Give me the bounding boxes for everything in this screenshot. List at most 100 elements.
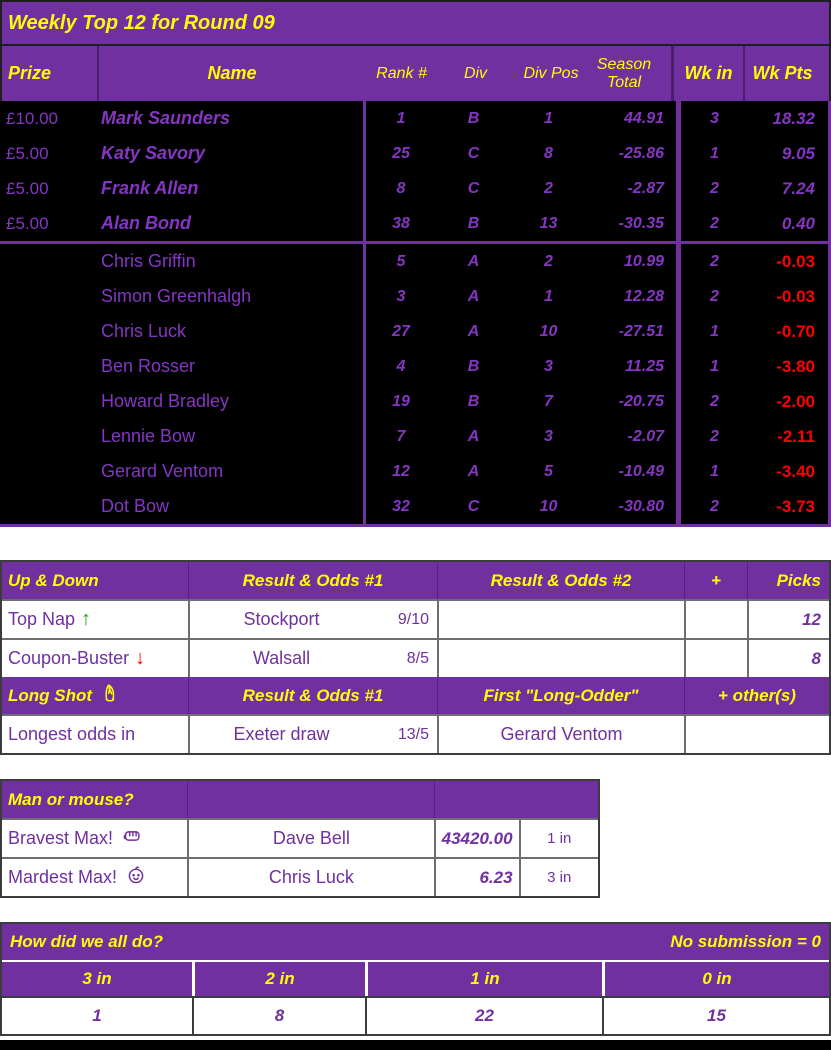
cell-name: Dave Bell xyxy=(186,820,434,857)
cell-name: Lennie Bow xyxy=(101,426,196,446)
table-row: £5.00 Alan Bond 38 B 13 -30.35 2 0.40 xyxy=(0,206,828,241)
no-submission-note: No submission = 0 xyxy=(670,932,821,951)
cell-wk-in: 1 xyxy=(676,454,748,489)
cell-div: C xyxy=(467,179,480,197)
cell-div-pos: 2 xyxy=(544,252,553,270)
cell-label: Top Nap ↑ xyxy=(2,601,188,638)
table-row: Simon Greenhalgh 3 A 1 12.28 2 -0.03 xyxy=(0,279,828,314)
col-header-plus: + xyxy=(684,562,747,599)
leaderboard-body: £10.00 Mark Saunders 1 B 1 44.91 3 18.32… xyxy=(0,101,831,527)
cell-div-pos: 1 xyxy=(544,109,553,127)
cell-rank: 19 xyxy=(363,384,436,419)
down-arrow-icon: ↓ xyxy=(135,647,146,669)
col-header-wk-pts: Wk Pts xyxy=(743,46,820,101)
cell-name: Mark Saunders xyxy=(101,108,231,128)
cell-in-count: 3 in xyxy=(518,859,598,896)
bottom-border-bar xyxy=(0,1040,831,1050)
cell-result-odds-2 xyxy=(437,640,684,677)
table-row: £10.00 Mark Saunders 1 B 1 44.91 3 18.32 xyxy=(0,101,828,136)
up-down-header-row: Up & Down Result & Odds #1 Result & Odds… xyxy=(2,562,829,599)
cell-wk-pts: -3.80 xyxy=(776,356,815,376)
cell-prize: £5.00 xyxy=(6,143,49,163)
cell-season-total: 10.99 xyxy=(623,252,664,270)
val-3-in: 1 xyxy=(92,1006,102,1025)
cell-wk-in: 2 xyxy=(676,384,748,419)
spacer xyxy=(0,898,831,922)
cell-rank: 4 xyxy=(363,349,436,384)
cell-season-total: -2.07 xyxy=(627,427,664,445)
cell-season-total: 12.28 xyxy=(623,287,664,305)
summary-title: How did we all do? xyxy=(10,932,163,951)
cell-div: B xyxy=(467,214,480,232)
cell-wk-in: 1 xyxy=(676,314,748,349)
cell-wk-pts: -0.03 xyxy=(776,286,815,306)
cell-div-pos: 10 xyxy=(539,322,558,340)
cell-wk-in: 2 xyxy=(676,171,748,206)
col-header-result-odds-1b: Result & Odds #1 xyxy=(188,677,437,714)
page-title: Weekly Top 12 for Round 09 xyxy=(2,2,829,46)
leaderboard-header-row: Prize Name Rank # Div Div Pos Season Tot… xyxy=(2,46,829,101)
top-nap-row: Top Nap ↑ Stockport 9/10 12 xyxy=(2,599,829,638)
col-header-div-pos: Div Pos xyxy=(523,64,579,82)
cell-rank: 25 xyxy=(363,136,436,171)
cell-div-pos: 3 xyxy=(544,357,553,375)
cell-rank: 1 xyxy=(363,101,436,136)
col-header-div: Div xyxy=(463,64,488,82)
bravest-label: Bravest Max! xyxy=(8,828,114,848)
cell-div: B xyxy=(467,357,480,375)
cell-div: B xyxy=(467,109,480,127)
cell-wk-in: 2 xyxy=(676,279,748,314)
up-arrow-icon: ↑ xyxy=(81,608,92,630)
table-row: Ben Rosser 4 B 3 11.25 1 -3.80 xyxy=(0,349,828,384)
col-header-picks: Picks xyxy=(747,562,829,599)
cell-name: Chris Griffin xyxy=(101,251,196,271)
cell-max-value: 6.23 xyxy=(434,859,518,896)
cell-season-total: -10.49 xyxy=(618,462,664,480)
cell-rank: 8 xyxy=(363,171,436,206)
cell-season-total: -30.80 xyxy=(618,497,664,515)
cell-div: A xyxy=(467,462,480,480)
odds-value: 8/5 xyxy=(406,649,429,667)
cell-wk-pts: -0.03 xyxy=(776,251,815,271)
cell-div-pos: 10 xyxy=(539,497,558,515)
cell-div: A xyxy=(467,252,480,270)
cell-name: Chris Luck xyxy=(186,859,434,896)
cell-name: Ben Rosser xyxy=(101,356,196,376)
long-shot-label: Long Shot xyxy=(8,685,93,705)
cell-plus xyxy=(684,640,747,677)
cell-div-pos: 1 xyxy=(544,287,553,305)
cell-season-total: -25.86 xyxy=(618,144,664,162)
winners-divider xyxy=(0,241,828,244)
longest-odds-row: Longest odds in Exeter draw 13/5 Gerard … xyxy=(2,714,829,753)
team-name: Walsall xyxy=(252,648,311,668)
cell-name: Chris Luck xyxy=(101,321,187,341)
cell-rank: 32 xyxy=(363,489,436,524)
cell-div: A xyxy=(467,287,480,305)
cell-rank: 27 xyxy=(363,314,436,349)
col-header-up-down: Up & Down xyxy=(8,570,99,590)
cell-plus-others xyxy=(684,716,829,753)
cell-div-pos: 2 xyxy=(544,179,553,197)
val-1-in: 22 xyxy=(365,998,602,1034)
cell-name: Dot Bow xyxy=(101,496,170,516)
cell-div: C xyxy=(467,497,480,515)
cell-rank: 12 xyxy=(363,454,436,489)
col-header-wk-in: Wk in xyxy=(671,46,743,101)
cell-wk-pts: 7.24 xyxy=(781,178,815,198)
cell-wk-pts: 0.40 xyxy=(781,213,815,233)
cell-wk-pts: -0.70 xyxy=(776,321,815,341)
spacer xyxy=(0,755,831,779)
col-header-season-total: Season Total xyxy=(596,55,652,91)
cell-wk-in: 2 xyxy=(676,244,748,279)
cell-wk-pts: 18.32 xyxy=(772,108,815,128)
col-header-first-long-odder: First "Long-Odder" xyxy=(437,677,684,714)
summary-header-row: How did we all do? No submission = 0 xyxy=(2,924,829,960)
col-header-man-or-mouse: Man or mouse? xyxy=(8,789,134,809)
leaderboard-table: Weekly Top 12 for Round 09 Prize Name Ra… xyxy=(0,0,831,527)
odds-value: 9/10 xyxy=(397,610,429,628)
cell-wk-pts: -2.11 xyxy=(777,426,815,446)
cell-wk-in: 1 xyxy=(676,349,748,384)
cat-0-in: 0 in xyxy=(602,960,829,996)
cell-wk-pts: -3.40 xyxy=(776,461,815,481)
man-or-mouse-header-row: Man or mouse? xyxy=(2,781,598,818)
